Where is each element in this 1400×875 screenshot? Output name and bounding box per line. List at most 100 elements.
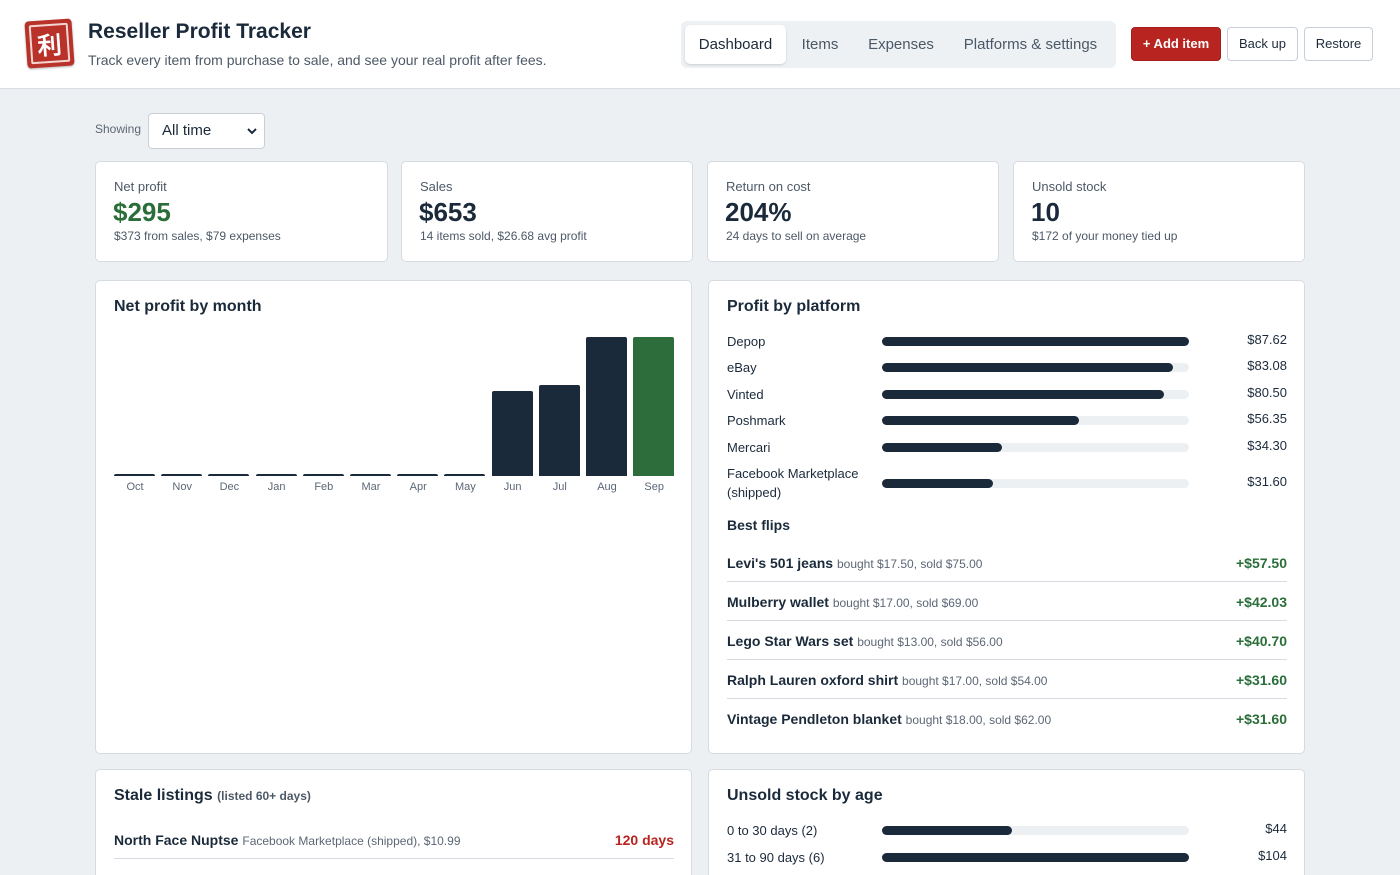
month-label: Jan	[267, 481, 286, 493]
app-header: 利 Reseller Profit Tracker Track every it…	[0, 0, 1400, 89]
platform-row: Mercari $34.30	[727, 438, 1287, 457]
month-label: Mar	[361, 481, 381, 493]
platform-amount: $83.08	[1247, 358, 1287, 373]
month-bar-jan	[255, 474, 297, 476]
platform-row: Vinted $80.50	[727, 385, 1287, 404]
stale-row[interactable]: North Face Nuptse Facebook Marketplace (…	[114, 820, 674, 859]
flip-row: Vintage Pendleton blanket bought $18.00,…	[727, 699, 1287, 738]
month-bar-nov	[161, 474, 203, 476]
month-bar-oct	[114, 474, 155, 476]
flip-detail: bought $18.00, sold $62.00	[905, 713, 1052, 727]
stale-title: Stale listings	[114, 787, 213, 804]
best-flips-title: Best flips	[727, 517, 791, 533]
flip-profit: +$40.70	[1236, 633, 1287, 649]
flip-detail: bought $17.50, sold $75.00	[836, 557, 983, 571]
platform-row: Depop $87.62	[727, 332, 1287, 351]
logo-character: 利	[28, 22, 71, 65]
month-label: Oct	[126, 481, 144, 493]
stat-label: Net profit	[114, 179, 167, 194]
platform-bar-track	[882, 337, 1189, 346]
platform-name: Mercari	[727, 440, 771, 455]
stat-value: $653	[419, 197, 477, 227]
card-title: Stale listings (listed 60+ days)	[114, 787, 311, 805]
month-bar-apr	[397, 474, 439, 476]
stat-sub: 14 items sold, $26.68 avg profit	[420, 229, 587, 243]
stat-sub: $172 of your money tied up	[1032, 229, 1178, 243]
flip-item-name: Ralph Lauren oxford shirt	[727, 672, 899, 688]
month-label: Aug	[597, 481, 617, 493]
flip-profit: +$42.03	[1236, 594, 1287, 610]
flip-profit: +$31.60	[1236, 711, 1287, 727]
stale-listings-card: Stale listings (listed 60+ days) North F…	[95, 769, 692, 875]
platform-amount: $80.50	[1247, 385, 1287, 400]
stock-age-label: 0 to 30 days (2)	[727, 823, 818, 838]
platform-name: eBay	[727, 360, 757, 375]
monthly-bar-chart: Oct Nov Dec Jan Feb Mar Apr May Jun Jul Aug Sep	[114, 331, 676, 501]
platform-row: eBay $83.08	[727, 358, 1287, 377]
back-up-button[interactable]: Back up	[1227, 27, 1298, 61]
stat-value: $295	[113, 197, 171, 227]
month-bar-may	[444, 474, 486, 476]
tab-expenses[interactable]: Expenses	[868, 36, 934, 53]
stat-card-unsold-stock: Unsold stock 10 $172 of your money tied …	[1013, 161, 1305, 262]
month-bar-jul	[538, 385, 580, 476]
flip-detail: bought $13.00, sold $56.00	[857, 635, 1003, 649]
app-title: Reseller Profit Tracker	[88, 20, 311, 43]
month-label: Jun	[503, 481, 522, 493]
stat-card-net-profit: Net profit $295 $373 from sales, $79 exp…	[95, 161, 388, 262]
month-label: Jul	[552, 481, 567, 493]
month-bar-aug	[586, 337, 627, 476]
flip-row: Ralph Lauren oxford shirt bought $17.00,…	[727, 660, 1287, 699]
stock-age-bar-track	[882, 853, 1189, 862]
stat-label: Sales	[420, 179, 453, 194]
platform-bar-fill	[882, 479, 993, 488]
stock-age-amount: $104	[1258, 848, 1287, 863]
month-label: Apr	[409, 481, 427, 493]
platform-bar-fill	[882, 337, 1189, 346]
time-range-value: All time	[162, 122, 212, 139]
month-bar-dec	[208, 474, 250, 476]
card-title: Net profit by month	[114, 298, 262, 315]
platform-amount: $34.30	[1247, 438, 1287, 453]
month-label: Sep	[644, 481, 664, 493]
platform-bar-fill	[882, 443, 1003, 452]
flip-item-name: Lego Star Wars set	[727, 633, 854, 649]
flip-item-name: Levi's 501 jeans	[727, 555, 834, 571]
unsold-stock-by-age-card: Unsold stock by age 0 to 30 days (2) $44…	[708, 769, 1305, 875]
platform-bar-track	[882, 479, 1189, 488]
stock-age-label: 31 to 90 days (6)	[727, 850, 825, 865]
app-subtitle: Track every item from purchase to sale, …	[88, 52, 547, 68]
month-label: Feb	[314, 481, 334, 493]
add-item-button[interactable]: + Add item	[1131, 27, 1221, 61]
platform-amount: $56.35	[1247, 411, 1287, 426]
platform-amount: $31.60	[1247, 474, 1287, 489]
stat-sub: $373 from sales, $79 expenses	[114, 229, 281, 243]
platform-name: Facebook Marketplace (shipped)	[727, 466, 859, 500]
restore-button[interactable]: Restore	[1304, 27, 1373, 61]
flip-row: Lego Star Wars set bought $13.00, sold $…	[727, 621, 1287, 660]
platform-amount: $87.62	[1247, 332, 1287, 347]
tab-platforms-settings[interactable]: Platforms & settings	[963, 36, 1098, 53]
flip-item-name: Vintage Pendleton blanket	[727, 711, 902, 727]
card-title: Profit by platform	[727, 298, 861, 315]
month-bar-mar	[350, 474, 391, 476]
flip-detail: bought $17.00, sold $69.00	[832, 596, 979, 610]
tab-dashboard[interactable]: Dashboard	[685, 25, 786, 64]
month-label: May	[455, 481, 476, 493]
time-range-select[interactable]: All time	[148, 113, 265, 149]
platform-name: Vinted	[727, 387, 764, 402]
month-label: Dec	[219, 481, 240, 493]
showing-label: Showing	[95, 122, 142, 136]
app-logo: 利	[24, 18, 75, 69]
platform-bar-fill	[882, 416, 1080, 425]
platform-bar-fill	[882, 390, 1165, 399]
platform-row: Facebook Marketplace (shipped) $31.60	[727, 464, 1287, 502]
platform-bar-fill	[882, 363, 1174, 372]
profit-by-platform-card: Profit by platform Depop $87.62 eBay $83…	[708, 280, 1305, 754]
net-profit-by-month-card: Net profit by month Oct Nov Dec Jan Feb Mar Ap…	[95, 280, 692, 754]
flip-item-name: Mulberry wallet	[727, 594, 829, 610]
stale-note: (listed 60+ days)	[217, 789, 311, 803]
platform-bar-track	[882, 443, 1189, 452]
tab-items[interactable]: Items	[801, 36, 839, 53]
stock-age-bar-fill	[882, 853, 1189, 862]
